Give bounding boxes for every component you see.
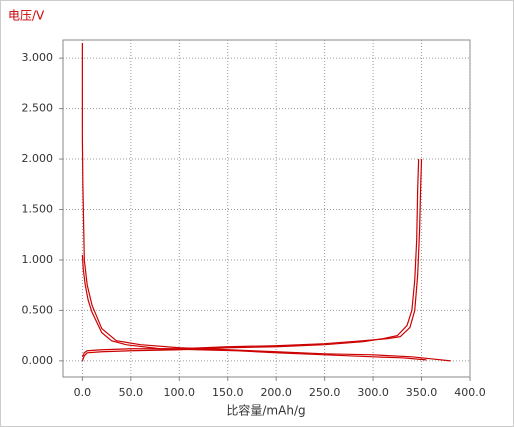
y-tick-label: 0.500	[22, 303, 54, 316]
curve	[81, 43, 451, 362]
y-tick-label: 1.000	[22, 253, 54, 266]
x-tick-label: 300.0	[357, 386, 389, 399]
y-tick-label: 0.000	[22, 354, 54, 367]
x-tick-label: 200.0	[260, 386, 292, 399]
x-tick-label: 350.0	[406, 386, 438, 399]
x-tick-label: 250.0	[309, 386, 341, 399]
y-tick-label: 3.000	[22, 51, 54, 64]
x-tick-label: 150.0	[212, 386, 244, 399]
curve	[81, 254, 427, 361]
y-axis-label: 电压/V	[8, 9, 45, 23]
x-tick-label: 50.0	[119, 386, 144, 399]
x-tick-label: 0.0	[74, 386, 92, 399]
y-tick-label: 2.000	[22, 152, 54, 165]
x-axis-label: 比容量/mAh/g	[226, 403, 305, 418]
plot-area	[62, 39, 471, 378]
curve	[81, 159, 420, 362]
y-tick-label: 1.500	[22, 203, 54, 216]
y-tick-label: 2.500	[22, 102, 54, 115]
x-tick-label: 400.0	[454, 386, 486, 399]
curve	[81, 159, 423, 358]
x-tick-label: 100.0	[164, 386, 196, 399]
